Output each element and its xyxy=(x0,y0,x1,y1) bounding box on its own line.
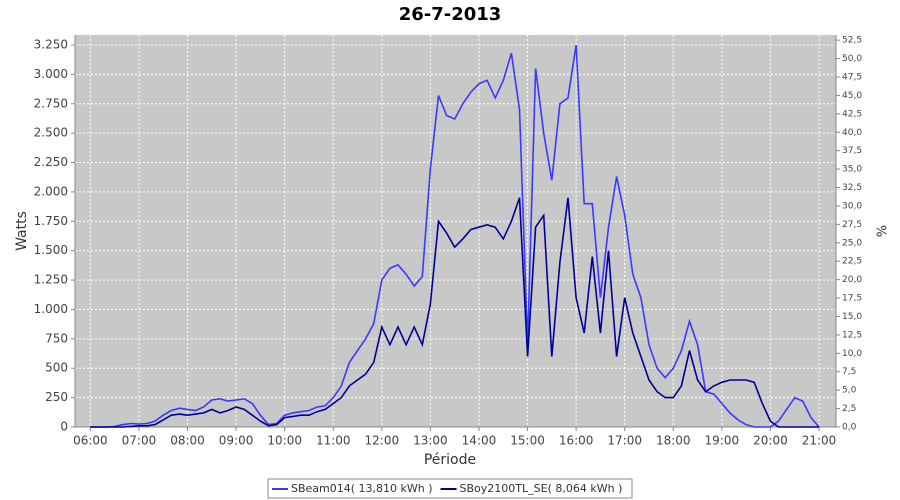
y2-tick-label: 32,5 xyxy=(842,183,862,193)
x-tick-label: 16:00 xyxy=(559,434,594,448)
chart-title: 26-7-2013 xyxy=(399,4,502,25)
legend-label: SBeam014( 13,810 kWh ) xyxy=(291,482,433,495)
y2-axis-label: % xyxy=(873,225,888,237)
x-tick-label: 10:00 xyxy=(267,434,302,448)
y-tick-label: 2.250 xyxy=(34,155,68,169)
y2-axis: 0,0 2,5 5,0 7,5 10,0 12,5 15,0 17,5 20,0 22,5 25,0… xyxy=(836,36,862,433)
y-tick-label: 2.750 xyxy=(34,96,68,110)
y-tick-label: 250 xyxy=(45,390,68,404)
x-tick-label: 15:00 xyxy=(510,434,545,448)
x-tick-label: 07:00 xyxy=(122,434,157,448)
y-tick-label: 750 xyxy=(45,331,68,345)
y2-tick-label: 35,0 xyxy=(842,165,862,175)
y2-tick-label: 12,5 xyxy=(842,330,862,340)
y-tick-label: 2.000 xyxy=(34,184,68,198)
series-line xyxy=(90,44,820,428)
x-tick-label: 20:00 xyxy=(753,434,788,448)
y2-tick-label: 50,0 xyxy=(842,54,862,64)
y2-tick-label: 5,0 xyxy=(842,386,857,396)
y2-tick-label: 27,5 xyxy=(842,220,862,230)
x-tick-label: 21:00 xyxy=(802,434,837,448)
y-tick-label: 3.250 xyxy=(34,37,68,51)
series-line xyxy=(90,197,819,428)
x-tick-label: 11:00 xyxy=(316,434,351,448)
x-tick-label: 06:00 xyxy=(73,434,108,448)
y2-tick-label: 47,5 xyxy=(842,73,862,83)
y2-tick-label: 17,5 xyxy=(842,294,862,304)
y-tick-label: 1.500 xyxy=(34,243,68,257)
y2-tick-label: 0,0 xyxy=(842,423,857,433)
y2-tick-label: 7,5 xyxy=(842,367,856,377)
y-axis-label: Watts xyxy=(14,211,30,251)
y-tick-label: 1.750 xyxy=(34,214,68,228)
y2-tick-label: 15,0 xyxy=(842,312,862,322)
y-tick-label: 2.500 xyxy=(34,126,68,140)
x-tick-label: 17:00 xyxy=(607,434,642,448)
x-tick-label: 12:00 xyxy=(365,434,400,448)
y2-tick-label: 52,5 xyxy=(842,36,862,46)
y2-tick-label: 22,5 xyxy=(842,257,862,267)
y2-tick-label: 2,5 xyxy=(842,404,856,414)
y2-tick-label: 42,5 xyxy=(842,109,862,119)
x-tick-label: 08:00 xyxy=(170,434,205,448)
x-axis-label: Période xyxy=(424,452,476,468)
legend-label: SBoy2100TL_SE( 8,064 kWh ) xyxy=(460,482,623,495)
x-tick-label: 19:00 xyxy=(705,434,740,448)
y2-tick-label: 40,0 xyxy=(842,128,862,138)
y-tick-label: 1.250 xyxy=(34,273,68,287)
y2-tick-label: 20,0 xyxy=(842,275,862,285)
y-tick-label: 0 xyxy=(60,420,68,434)
y2-tick-label: 37,5 xyxy=(842,146,862,156)
x-tick-label: 14:00 xyxy=(462,434,497,448)
y-tick-label: 500 xyxy=(45,361,68,375)
y2-tick-label: 10,0 xyxy=(842,349,862,359)
y-tick-label: 1.000 xyxy=(34,302,68,316)
y2-tick-label: 45,0 xyxy=(842,91,862,101)
plot-area xyxy=(75,35,836,427)
x-tick-label: 13:00 xyxy=(413,434,448,448)
y2-tick-label: 30,0 xyxy=(842,201,862,211)
y2-tick-label: 25,0 xyxy=(842,238,862,248)
y-tick-label: 3.000 xyxy=(34,67,68,81)
x-tick-label: 18:00 xyxy=(656,434,691,448)
x-tick-label: 09:00 xyxy=(219,434,254,448)
